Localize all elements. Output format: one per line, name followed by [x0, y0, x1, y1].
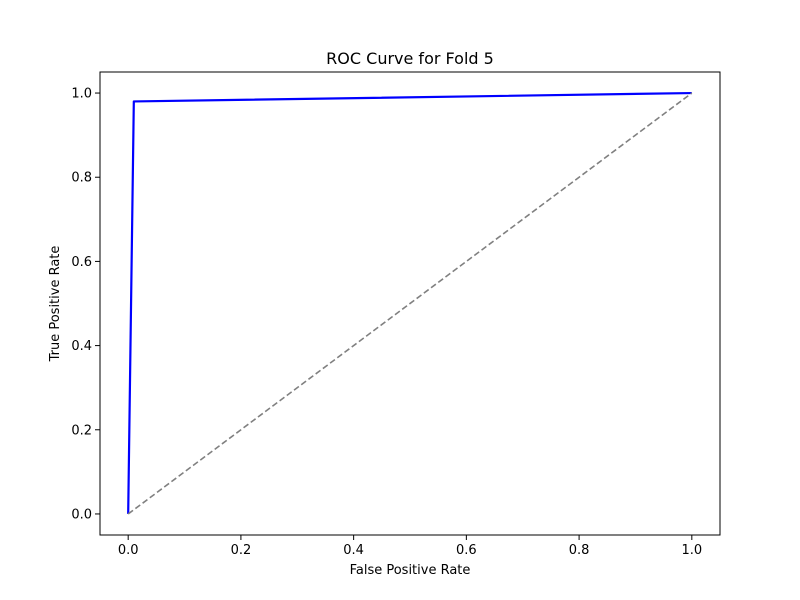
y-tick-label: 1.0 [71, 87, 92, 102]
x-tick-label: 0.6 [456, 543, 477, 558]
axes-frame [99, 71, 721, 536]
x-tick-label: 0.2 [231, 543, 252, 558]
y-tick-label: 0.0 [71, 507, 92, 522]
x-tick-label: 0.0 [118, 543, 139, 558]
plot-area [127, 91, 693, 515]
x-tick-label: 1.0 [681, 543, 702, 558]
x-tick-label: 0.4 [343, 543, 364, 558]
x-axis: 0.0 0.2 0.4 0.6 0.8 1.0 [118, 535, 702, 558]
x-axis-label: False Positive Rate [350, 563, 471, 578]
y-tick-label: 0.4 [71, 339, 92, 354]
y-axis: 0.0 0.2 0.4 0.6 0.8 1.0 [71, 87, 100, 522]
roc-curve-line [127, 91, 692, 514]
y-tick-label: 0.2 [71, 423, 92, 438]
x-tick-label: 0.8 [569, 543, 590, 558]
y-axis-label: True Positive Rate [48, 246, 63, 363]
chance-line [127, 92, 693, 515]
y-tick-label: 0.8 [71, 171, 92, 186]
chart-title: ROC Curve for Fold 5 [326, 49, 494, 68]
y-tick-label: 0.6 [71, 255, 92, 270]
